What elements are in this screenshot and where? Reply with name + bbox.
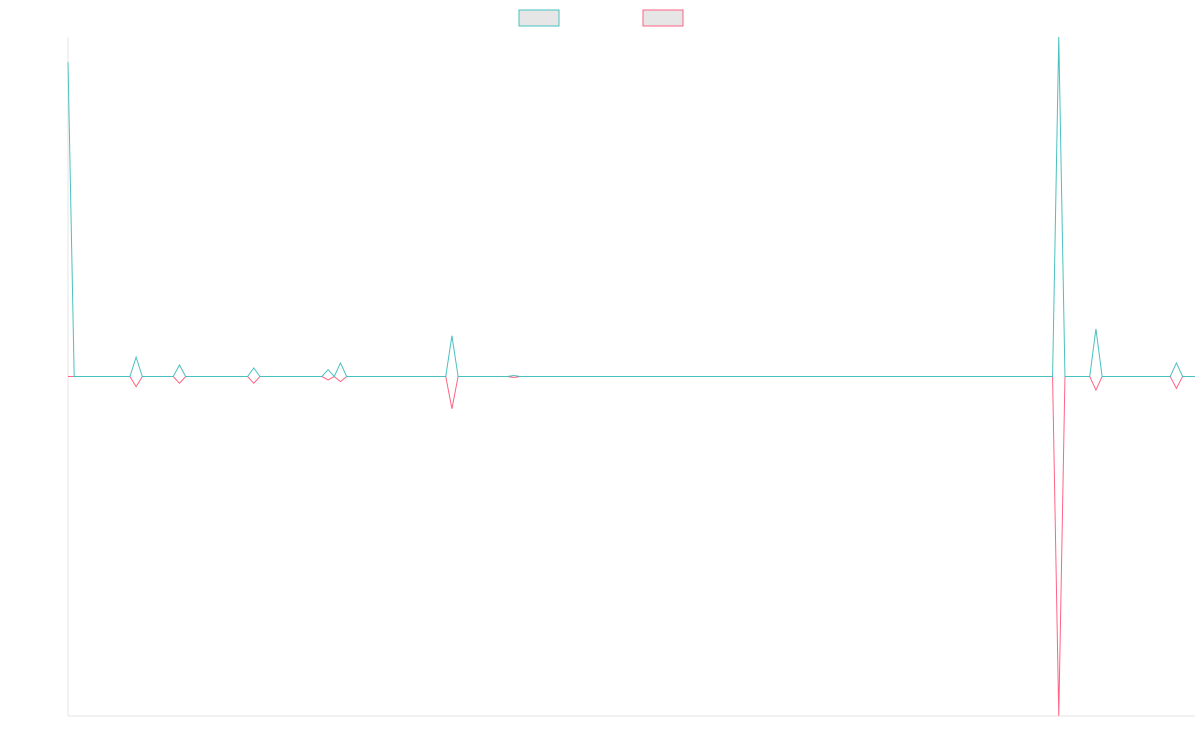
series-line [67, 36, 1195, 378]
legend-swatch[interactable] [518, 9, 560, 27]
legend-swatch[interactable] [642, 9, 684, 27]
series-line [68, 375, 1195, 717]
